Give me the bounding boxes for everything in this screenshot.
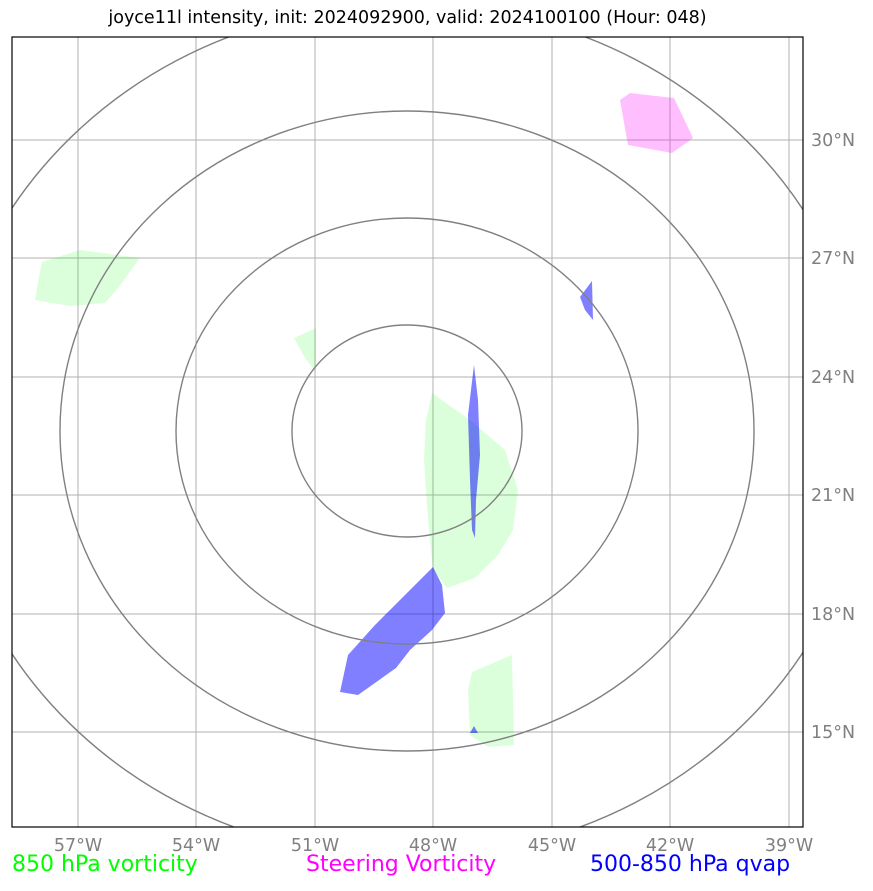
lon-tick-label: 45°W [528,836,576,856]
qvap-region [340,567,445,695]
vorticity-850-region [294,328,316,372]
map-frame [11,36,804,828]
lon-tick-label: 54°W [172,836,220,856]
steering-vorticity-region [620,93,693,153]
lon-tick-label: 42°W [646,836,694,856]
lat-tick-label: 24°N [811,368,855,388]
legend-850-vorticity: 850 hPa vorticity [12,852,198,877]
lon-tick-label: 51°W [291,836,339,856]
qvap-region [468,365,480,538]
vorticity-850-region [468,655,514,747]
range-ring [291,324,523,538]
lat-tick-label: 18°N [811,605,855,625]
lat-tick-label: 30°N [811,131,855,151]
qvap-field [340,281,593,733]
range-ring [59,110,755,752]
lat-tick-label: 27°N [811,249,855,269]
lon-tick-label: 48°W [409,836,457,856]
range-rings [12,37,803,827]
vorticity-850-region [35,250,140,306]
map-title: joyce11l intensity, init: 2024092900, va… [108,8,707,28]
gridlines [12,37,803,827]
lon-tick-label: 57°W [54,836,102,856]
steering-vorticity-field [620,93,693,153]
lat-tick-label: 15°N [811,723,855,743]
vorticity-850-field [35,250,518,747]
range-ring [175,217,639,645]
legend-qvap: 500-850 hPa qvap [590,852,791,877]
lon-tick-label: 39°W [765,836,813,856]
qvap-region [580,281,593,320]
legend-steering-vorticity: Steering Vorticity [306,852,497,877]
lat-tick-label: 21°N [811,486,855,506]
qvap-region [470,726,478,733]
